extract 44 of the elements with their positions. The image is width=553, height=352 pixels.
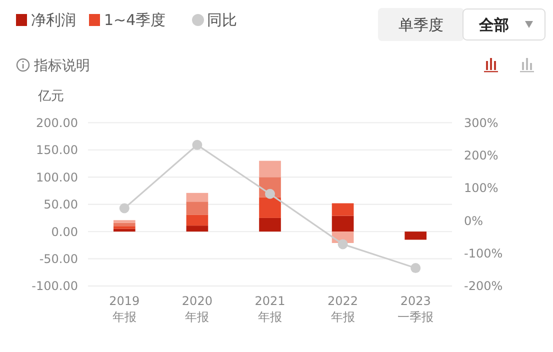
bar (259, 218, 281, 232)
y2-tick-label: -100% (464, 246, 503, 261)
x-tick-label: 2022 年报 (328, 294, 358, 324)
bar (113, 228, 136, 232)
point (192, 140, 202, 150)
y-tick-label: -100.00 (32, 279, 78, 294)
bar (113, 220, 136, 223)
text: 全部 (478, 16, 509, 34)
point (338, 239, 348, 250)
legend-label: 同比 (207, 11, 237, 29)
y2-tick-label: 100% (464, 181, 498, 196)
text: 指标说明 (33, 58, 90, 74)
y2-tick-label: 300% (464, 116, 498, 130)
y-tick-label: 200.00 (36, 116, 78, 130)
bar (186, 214, 208, 226)
point (265, 188, 275, 199)
x-tick-label: 2020 年报 (182, 294, 212, 324)
bar (113, 226, 136, 229)
x-tick-label: 2021 年报 (254, 294, 286, 324)
x-tick-label: 2019 年报 (109, 294, 140, 324)
bar (404, 232, 427, 240)
legend-label: 净利润 (31, 11, 76, 29)
y2-tick-label: 200% (464, 148, 498, 163)
text: 单季度 (398, 16, 444, 34)
y-tick-label: 50.00 (44, 198, 78, 212)
y-axis-title: 亿元 (37, 89, 64, 104)
y2-tick-label: 0% (464, 214, 484, 228)
y-tick-label: 0.00 (51, 224, 78, 239)
bar (259, 197, 281, 218)
bar (332, 203, 354, 216)
point (119, 203, 130, 214)
bar (332, 216, 354, 232)
bar (259, 160, 281, 178)
y-tick-label: -50.00 (39, 252, 78, 266)
legend-label: 1~4季度 (104, 11, 166, 29)
point (410, 263, 421, 274)
bar (113, 222, 136, 226)
bar (186, 192, 208, 202)
bar (186, 202, 208, 215)
bar (186, 226, 208, 232)
y-tick-label: 150.00 (36, 143, 78, 158)
y2-tick-label: -200% (464, 279, 503, 294)
y-tick-label: 100.00 (36, 170, 78, 184)
x-tick-label: 2023 一季报 (398, 294, 434, 324)
